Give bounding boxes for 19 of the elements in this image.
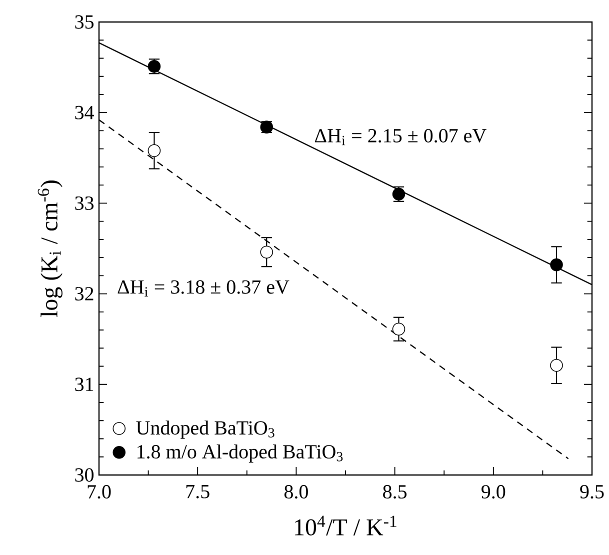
x-tick-label: 9.5 [580, 485, 604, 499]
y-tick-label: 33 [75, 196, 94, 210]
y-tick-label: 34 [75, 106, 94, 120]
y-tick-label: 31 [75, 378, 94, 392]
x-tick-label: 7.5 [186, 485, 210, 498]
legend-label: Undoped BaTiO$_{3}$ [136, 420, 274, 439]
y-axis-title: log (K$_{i}$ / cm$^{-6}$) [38, 180, 62, 317]
x-tick-label: 8.0 [284, 485, 308, 499]
x-tick-label: 8.5 [383, 485, 407, 499]
point [550, 258, 563, 272]
y-tick-label: 30 [75, 468, 94, 482]
x-axis-title: 10$^{4}$/T / K$^{-1}$ [295, 516, 396, 536]
y-tick-label: 32 [75, 287, 94, 300]
annotation: ΔH$_{i}$ = 3.18 ± 0.37 eV [118, 280, 290, 296]
legend-label: 1.8 m/o Al-doped BaTiO$_{3}$ [138, 444, 343, 463]
y-tick-label: 35 [75, 15, 94, 29]
x-tick-label: 7.0 [88, 485, 111, 499]
x-tick-label: 9.0 [482, 485, 506, 499]
annotation: ΔH$_{i}$ = 2.15 ± 0.07 eV [314, 128, 486, 146]
